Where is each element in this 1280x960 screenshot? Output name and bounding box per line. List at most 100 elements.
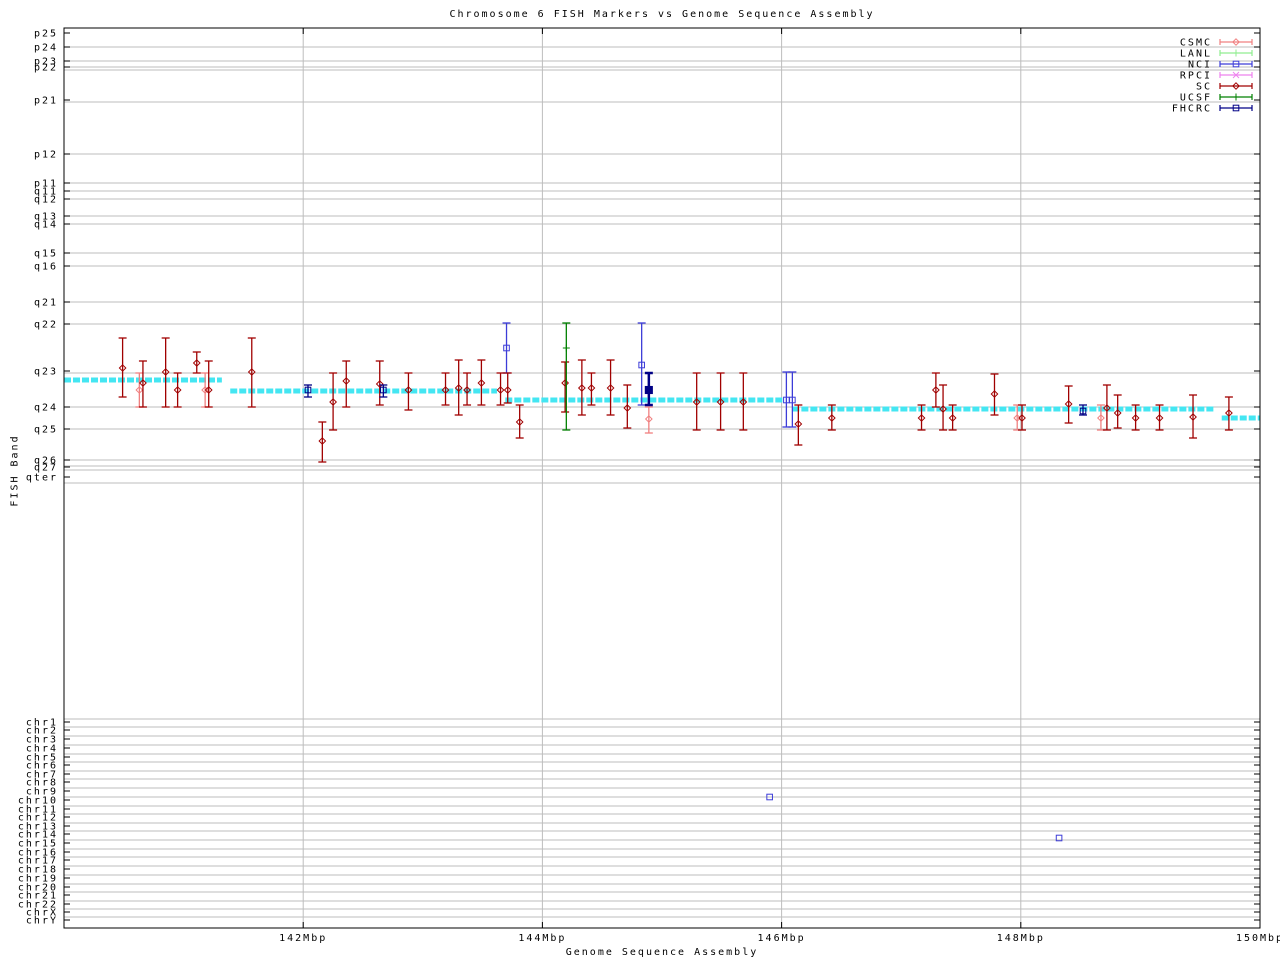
data-point-marker: [380, 386, 387, 394]
legend-label: LANL: [1180, 49, 1212, 60]
y-band-label: p22: [34, 63, 58, 74]
y-band-label: chr3: [26, 735, 58, 746]
data-point-marker: [587, 384, 596, 392]
y-band-label: chr18: [18, 865, 58, 876]
y-band-label: q14: [34, 220, 58, 231]
y-band-label: qter: [26, 473, 58, 484]
data-point-marker: [1064, 400, 1073, 408]
y-band-label: chr11: [18, 805, 58, 816]
y-band-label: p21: [34, 96, 58, 107]
data-point-marker: [1232, 71, 1240, 79]
plot-border: [63, 27, 1261, 929]
data-point-marker: [304, 386, 312, 394]
y-band-label: chr12: [18, 813, 58, 824]
data-point-marker: [1113, 409, 1122, 417]
data-point-marker: [931, 386, 940, 394]
y-band-label: q27: [34, 463, 58, 474]
y-band-label: chr14: [18, 830, 58, 841]
data-point-marker: [1103, 404, 1111, 412]
y-band-label: chr21: [18, 891, 58, 902]
data-point-marker: [139, 379, 147, 387]
data-point-marker: [1018, 414, 1026, 422]
data-point-marker: [463, 386, 471, 394]
x-tick-label: 144Mbp: [518, 933, 566, 944]
data-point-marker: [342, 377, 351, 385]
data-point-marker: [1232, 104, 1240, 112]
data-point-marker: [917, 414, 926, 422]
data-point-marker: [404, 386, 413, 394]
legend-label: RPCI: [1180, 71, 1212, 82]
data-point-marker: [789, 396, 796, 404]
data-point-marker: [477, 379, 486, 387]
y-band-label: chr7: [26, 770, 58, 781]
y-band-label: chr22: [18, 900, 58, 911]
data-point-marker: [161, 368, 170, 376]
legend-label: FHCRC: [1172, 104, 1212, 115]
data-point-marker: [716, 398, 725, 406]
x-axis-title: Genome Sequence Assembly: [565, 947, 759, 958]
y-band-label: p11: [34, 179, 58, 190]
legend-label: SC: [1196, 82, 1212, 93]
data-point-marker: [441, 386, 450, 394]
y-band-label: q16: [34, 262, 58, 273]
data-point-marker: [827, 414, 836, 422]
y-band-label: chr1: [26, 718, 58, 729]
data-point-marker: [318, 437, 327, 445]
y-band-label: chr17: [18, 856, 58, 867]
data-point-marker: [1079, 407, 1087, 415]
y-band-label: chrX: [26, 908, 58, 919]
y-band-label: chr16: [18, 848, 58, 859]
data-point-marker: [1131, 414, 1140, 422]
y-band-label: q23: [34, 367, 58, 378]
y-band-label: q15: [34, 249, 58, 260]
y-band-label: chrY: [26, 916, 58, 927]
chart-title: Chromosome 6 FISH Markers vs Genome Sequ…: [449, 9, 875, 20]
y-band-label: chr8: [26, 778, 58, 789]
data-point-marker: [375, 380, 384, 388]
y-band-label: chr6: [26, 761, 58, 772]
y-band-label: q12: [34, 195, 58, 206]
y-band-label: chr9: [26, 787, 58, 798]
data-point-marker: [192, 359, 201, 367]
data-point-marker: [577, 384, 586, 392]
y-band-label: q21: [34, 298, 58, 309]
y-band-label: chr10: [18, 796, 58, 807]
y-band-label: p24: [34, 43, 58, 54]
y-band-label: chr13: [18, 822, 58, 833]
y-band-label: q11: [34, 187, 58, 198]
data-point-marker: [515, 418, 524, 426]
x-tick-label: 142Mbp: [279, 933, 327, 944]
data-point-marker: [1097, 414, 1105, 422]
y-band-label: chr5: [26, 753, 58, 764]
data-point-marker: [623, 404, 632, 412]
y-band-label: chr19: [18, 874, 58, 885]
x-tick-label: 148Mbp: [997, 933, 1045, 944]
data-point-marker: [1232, 60, 1240, 68]
data-point-marker: [1224, 409, 1233, 417]
legend-label: CSMC: [1180, 38, 1212, 49]
y-band-label: q25: [34, 425, 58, 436]
data-point-marker: [1055, 834, 1063, 842]
y-band-label: q13: [34, 212, 58, 223]
data-point-marker: [454, 384, 463, 392]
y-band-label: q26: [34, 456, 58, 467]
data-point-marker: [766, 793, 773, 801]
data-point-marker: [644, 415, 653, 423]
legend-label: UCSF: [1180, 93, 1212, 104]
data-point-marker: [204, 386, 213, 394]
data-point-marker: [1155, 414, 1164, 422]
data-point-marker: [638, 361, 645, 369]
y-band-label: p12: [34, 150, 58, 161]
data-point-marker: [173, 386, 182, 394]
y-band-label: chr4: [26, 744, 58, 755]
data-point-marker: [503, 344, 510, 352]
x-tick-label: 146Mbp: [758, 933, 806, 944]
y-band-label: p25: [34, 29, 58, 40]
data-point-marker: [503, 386, 512, 394]
data-point-marker: [329, 398, 338, 406]
data-point-marker: [939, 405, 947, 413]
y-axis-title: FISH Band: [9, 434, 21, 507]
y-band-label: chr2: [26, 726, 58, 737]
data-point-marker: [135, 386, 144, 394]
